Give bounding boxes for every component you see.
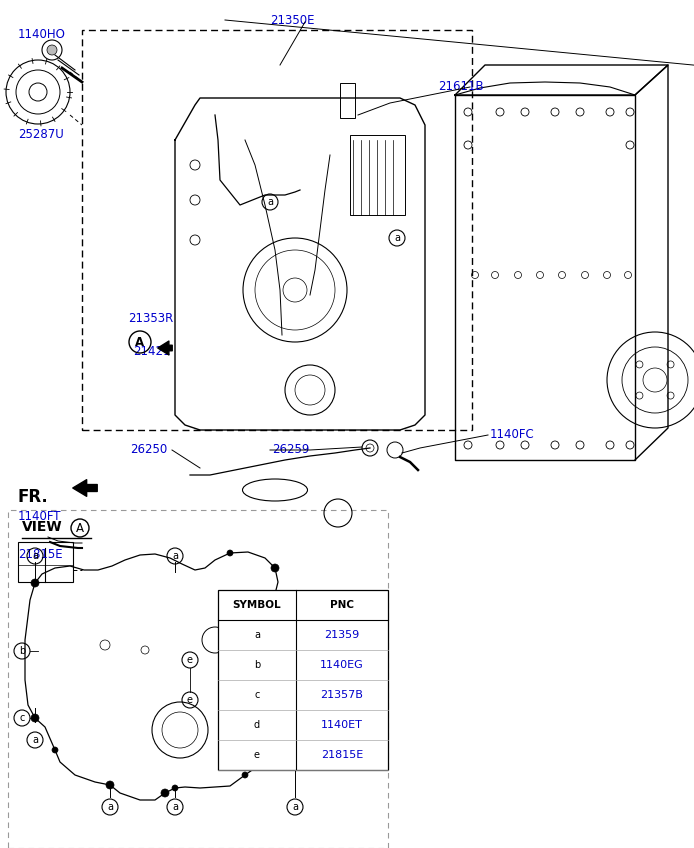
Text: 1140FC: 1140FC: [490, 428, 535, 441]
Text: 26259: 26259: [272, 443, 310, 456]
Text: 26250: 26250: [130, 443, 167, 456]
Text: 1140ET: 1140ET: [321, 720, 363, 730]
Circle shape: [319, 652, 325, 658]
Text: 21611B: 21611B: [438, 80, 484, 93]
Circle shape: [52, 747, 58, 753]
Text: a: a: [32, 551, 38, 561]
Circle shape: [271, 564, 279, 572]
Text: 21421: 21421: [133, 345, 171, 358]
Text: 21353R: 21353R: [128, 312, 174, 325]
Text: e: e: [187, 695, 193, 705]
Circle shape: [338, 723, 346, 731]
FancyArrowPatch shape: [73, 480, 97, 496]
Text: PNC: PNC: [330, 600, 354, 610]
Bar: [218, 590, 388, 770]
Text: e: e: [187, 655, 193, 665]
Bar: [8, 510, 388, 848]
Text: 25287U: 25287U: [18, 128, 64, 141]
Text: a: a: [394, 233, 400, 243]
Text: e: e: [254, 750, 260, 760]
Text: a: a: [254, 630, 260, 640]
Text: FR.: FR.: [18, 488, 49, 506]
Text: SYMBOL: SYMBOL: [232, 600, 281, 610]
Text: A: A: [76, 522, 84, 534]
Text: 1140FT: 1140FT: [18, 510, 62, 523]
Text: d: d: [254, 720, 260, 730]
Bar: [18, 542, 73, 582]
Text: 1140EG: 1140EG: [320, 660, 364, 670]
Text: d: d: [292, 673, 298, 683]
Circle shape: [47, 45, 57, 55]
Text: b: b: [19, 646, 25, 656]
Text: a: a: [292, 802, 298, 812]
Text: a: a: [172, 802, 178, 812]
Circle shape: [106, 781, 114, 789]
Text: d: d: [285, 653, 291, 663]
Text: d: d: [277, 635, 283, 645]
Circle shape: [291, 758, 299, 766]
Text: 21350E: 21350E: [270, 14, 314, 27]
Circle shape: [172, 785, 178, 791]
Text: d: d: [259, 595, 265, 605]
Text: A: A: [135, 336, 144, 349]
Text: c: c: [245, 721, 251, 731]
Circle shape: [31, 579, 39, 587]
Text: a: a: [172, 551, 178, 561]
Text: 1140HO: 1140HO: [18, 28, 66, 41]
Text: 21815E: 21815E: [18, 548, 62, 561]
Circle shape: [242, 772, 248, 778]
Text: a: a: [267, 197, 273, 207]
Text: c: c: [254, 690, 260, 700]
Circle shape: [31, 714, 39, 722]
Text: d: d: [265, 615, 271, 625]
Bar: [340, 83, 355, 118]
Bar: [350, 135, 405, 215]
Text: c: c: [19, 713, 25, 723]
FancyArrowPatch shape: [158, 341, 172, 355]
Text: a: a: [32, 735, 38, 745]
Text: 21359: 21359: [324, 630, 359, 640]
Circle shape: [227, 550, 233, 556]
Text: 21815E: 21815E: [321, 750, 363, 760]
Bar: [82, 30, 472, 430]
Text: a: a: [107, 802, 113, 812]
Text: b: b: [254, 660, 260, 670]
Circle shape: [161, 789, 169, 797]
Text: VIEW: VIEW: [22, 520, 62, 534]
Text: 21357B: 21357B: [321, 690, 364, 700]
